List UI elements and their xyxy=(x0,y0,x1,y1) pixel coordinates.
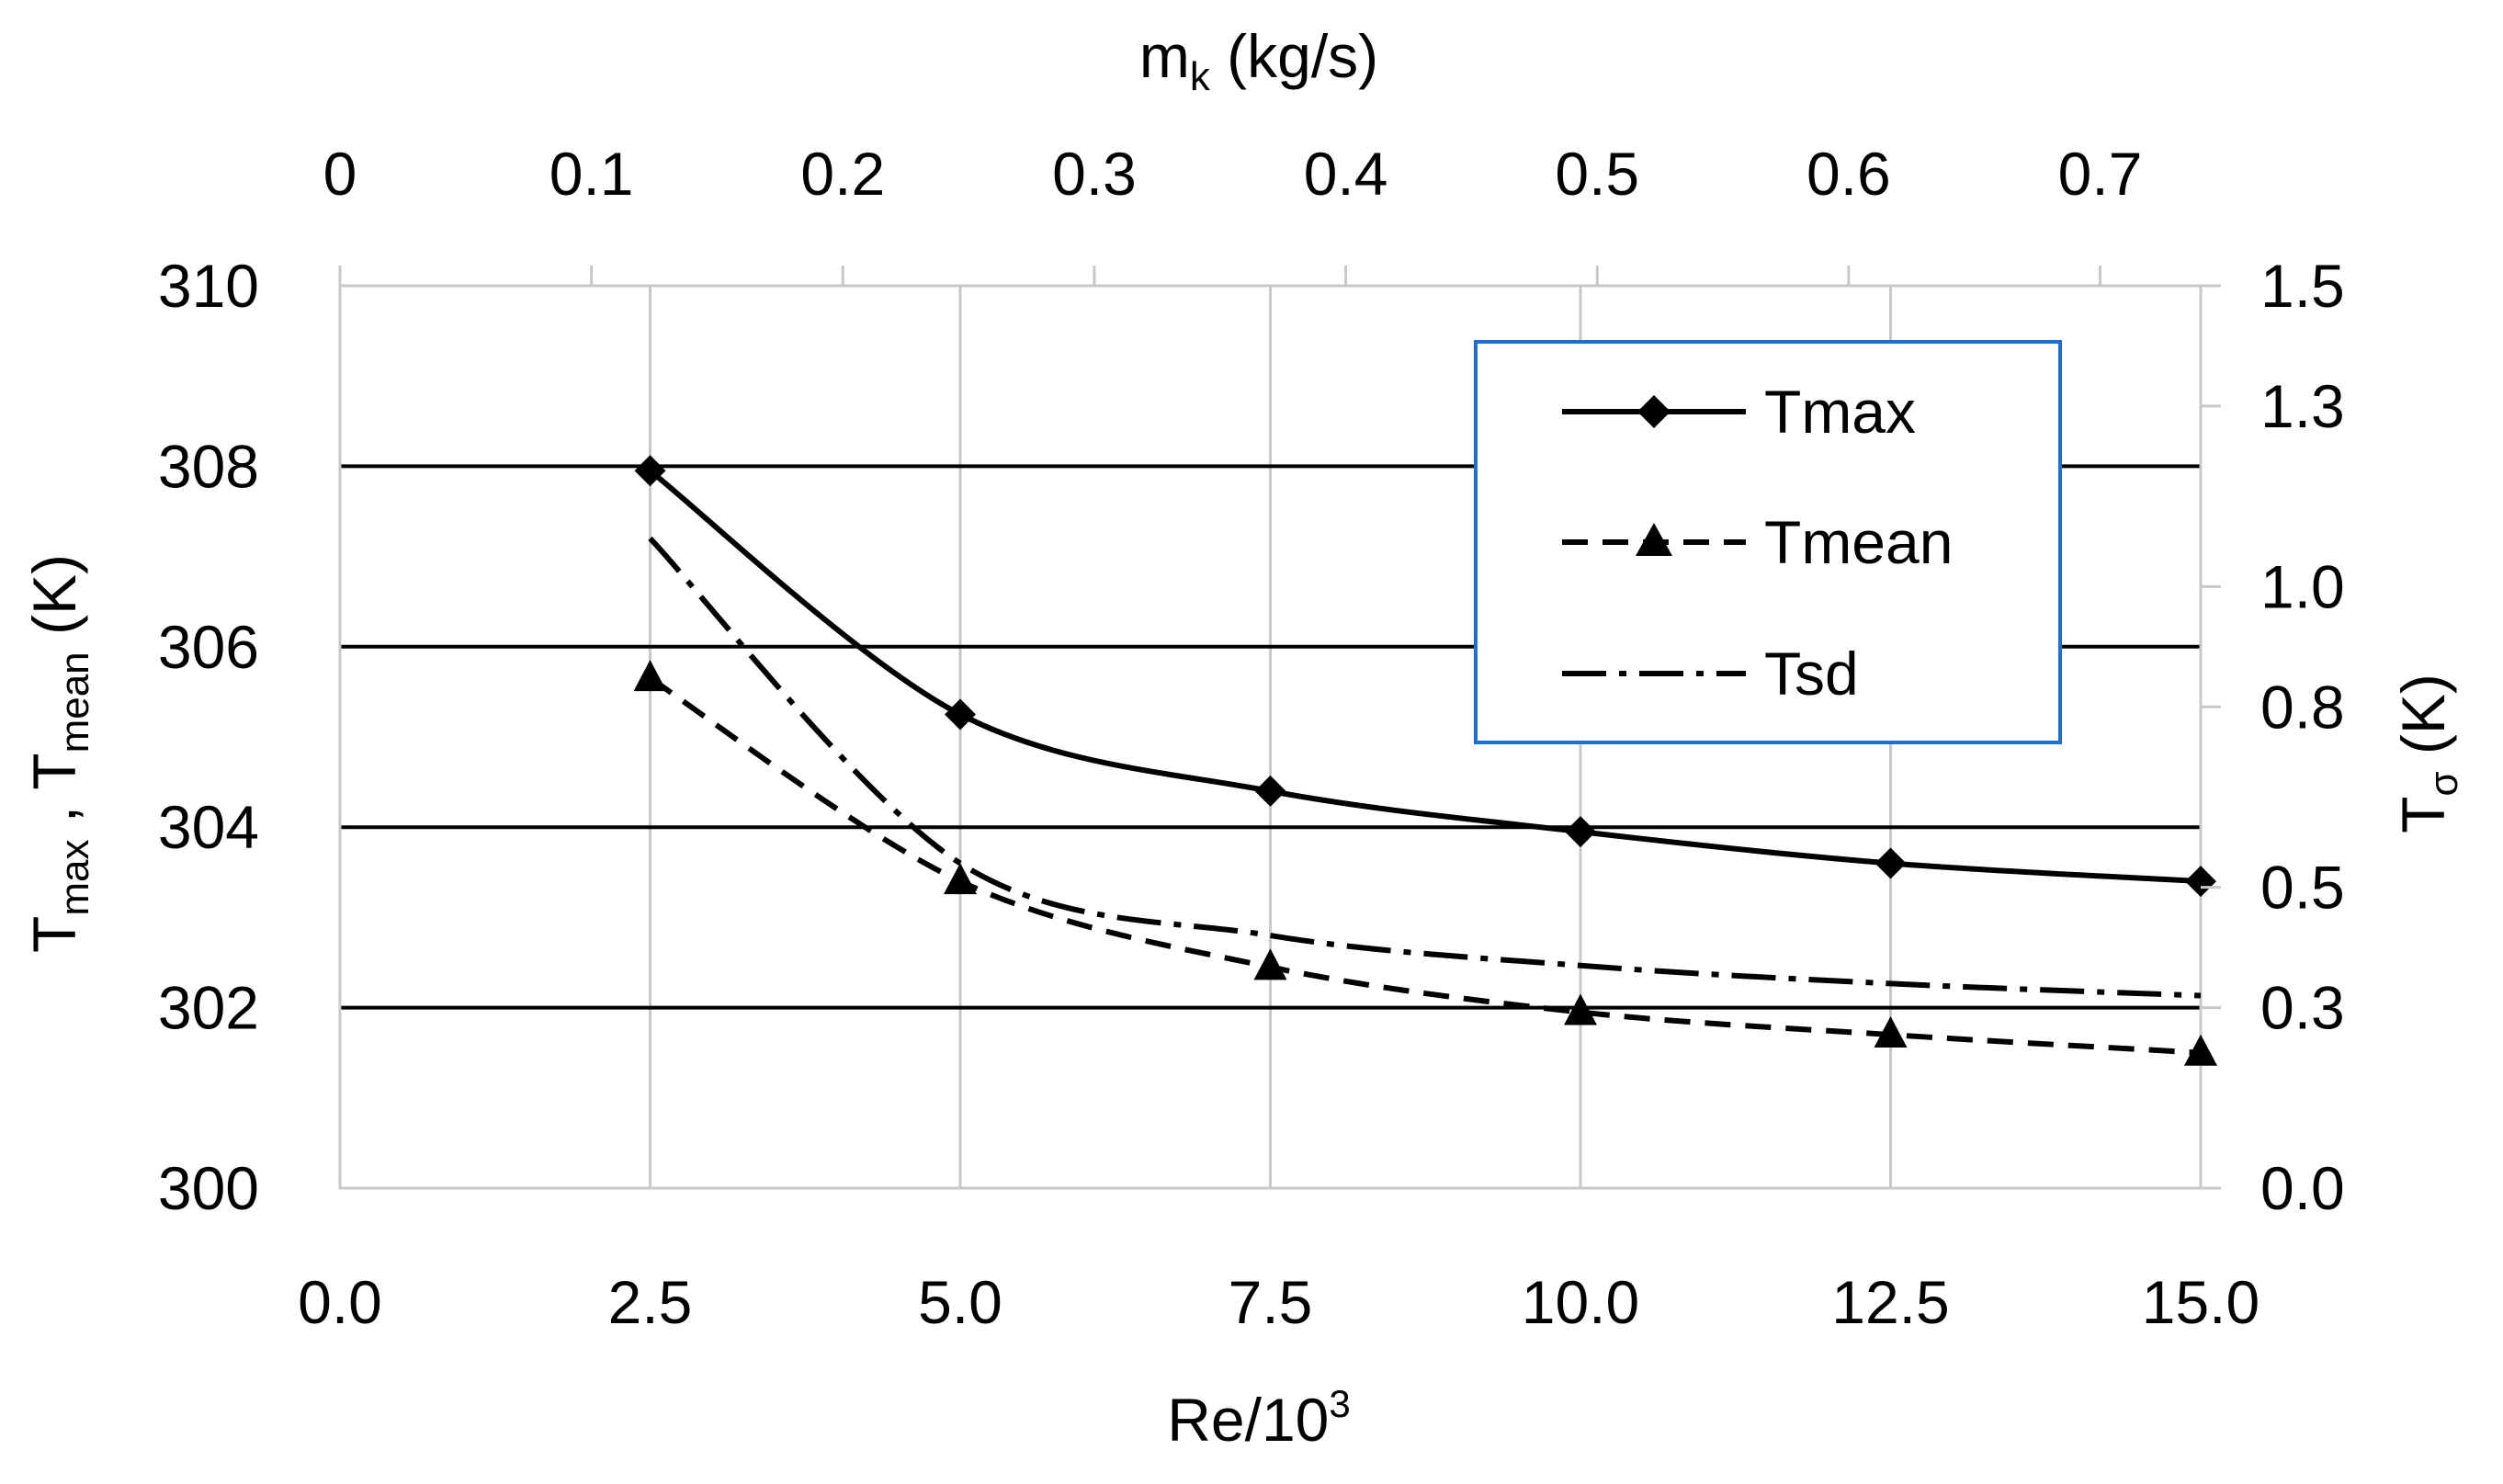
y-right-tick-label: 0.8 xyxy=(2260,673,2345,741)
y-right-tick-label: 1.3 xyxy=(2260,372,2345,440)
series-tmax-point xyxy=(2185,866,2216,898)
plot-border xyxy=(338,284,2203,1190)
right-axis-ticks: 0.0 0.3 0.5 0.8 1.0 1.3 1.5 xyxy=(2201,252,2345,1222)
x-bottom-tick-label: 15.0 xyxy=(2142,1268,2259,1336)
x-bottom-tick-label: 5.0 xyxy=(918,1268,1002,1336)
y-right-tick-label: 1.0 xyxy=(2260,552,2345,620)
top-axis-ticks: 0 0.1 0.2 0.3 0.4 0.5 0.6 0.7 xyxy=(323,140,2143,286)
legend-tsd-label: Tsd xyxy=(1764,640,1859,708)
left-axis-ticks: 300 302 304 306 308 310 xyxy=(158,252,259,1222)
y-right-tick-label: 0.5 xyxy=(2260,854,2345,922)
series-tmax-point xyxy=(1254,775,1286,807)
series-tmean-point xyxy=(944,863,977,895)
legend-item-tmax: Tmax xyxy=(1562,378,1916,446)
y-left-tick-label: 304 xyxy=(158,793,259,861)
bottom-axis-ticks: 0.0 2.5 5.0 7.5 10.0 12.5 15.0 xyxy=(298,1268,2259,1336)
x-top-tick-label: 0 xyxy=(323,140,357,208)
x-top-title: mk (kg/s) xyxy=(1139,22,1378,99)
y-left-tick-label: 308 xyxy=(158,432,259,500)
y-left-title: Tmax , Tmean (K) xyxy=(20,554,97,953)
x-top-tick-label: 0.1 xyxy=(549,140,634,208)
y-right-tick-label: 1.5 xyxy=(2260,252,2345,320)
series-tmax-line xyxy=(648,468,2202,885)
series-tmean-point xyxy=(1564,993,1597,1025)
x-bottom-tick-label: 7.5 xyxy=(1229,1268,1313,1336)
x-bottom-title: Re/103 xyxy=(1167,1382,1350,1454)
series-layer xyxy=(633,455,2217,1066)
series-tmax-point xyxy=(1874,847,1907,879)
series-tmean-line xyxy=(648,675,2202,1056)
x-top-tick-label: 0.5 xyxy=(1555,140,1639,208)
x-top-tick-label: 0.3 xyxy=(1052,140,1137,208)
x-bottom-tick-label: 12.5 xyxy=(1831,1268,1949,1336)
y-right-title: Tσ (K) xyxy=(2389,674,2466,833)
y-left-tick-label: 310 xyxy=(158,252,259,320)
y-right-tick-label: 0.3 xyxy=(2260,974,2345,1042)
legend: Tmax Tmean Tsd xyxy=(1474,340,2062,744)
y-left-tick-label: 300 xyxy=(158,1154,259,1222)
series-tmean-point xyxy=(2184,1034,2217,1066)
legend-tmax-label: Tmax xyxy=(1764,378,1916,446)
x-top-tick-label: 0.4 xyxy=(1304,140,1388,208)
y-left-tick-label: 306 xyxy=(158,613,259,681)
legend-tmax-marker xyxy=(1637,395,1671,428)
series-tmean-point xyxy=(1253,948,1287,980)
plot-frame xyxy=(338,284,2203,1190)
x-bottom-tick-label: 2.5 xyxy=(608,1268,693,1336)
series-tmean-point xyxy=(1874,1016,1908,1048)
x-bottom-tick-label: 0.0 xyxy=(298,1268,382,1336)
x-top-tick-label: 0.7 xyxy=(2058,140,2143,208)
series-tmean-point xyxy=(633,660,667,692)
series-tsd-line xyxy=(648,536,2202,999)
series-tmax-point xyxy=(1565,816,1596,848)
legend-tmean-label: Tmean xyxy=(1764,508,1953,576)
legend-item-tsd: Tsd xyxy=(1562,640,1859,708)
x-top-tick-label: 0.6 xyxy=(1806,140,1891,208)
y-right-tick-label: 0.0 xyxy=(2260,1154,2345,1222)
x-top-tick-label: 0.2 xyxy=(800,140,885,208)
legend-tmean-marker xyxy=(1636,523,1672,556)
y-left-tick-label: 302 xyxy=(158,974,259,1042)
x-bottom-tick-label: 10.0 xyxy=(1522,1268,1639,1336)
legend-item-tmean: Tmean xyxy=(1562,508,1953,576)
series-tmax-point xyxy=(634,455,666,487)
series-tmax-point xyxy=(945,698,976,731)
